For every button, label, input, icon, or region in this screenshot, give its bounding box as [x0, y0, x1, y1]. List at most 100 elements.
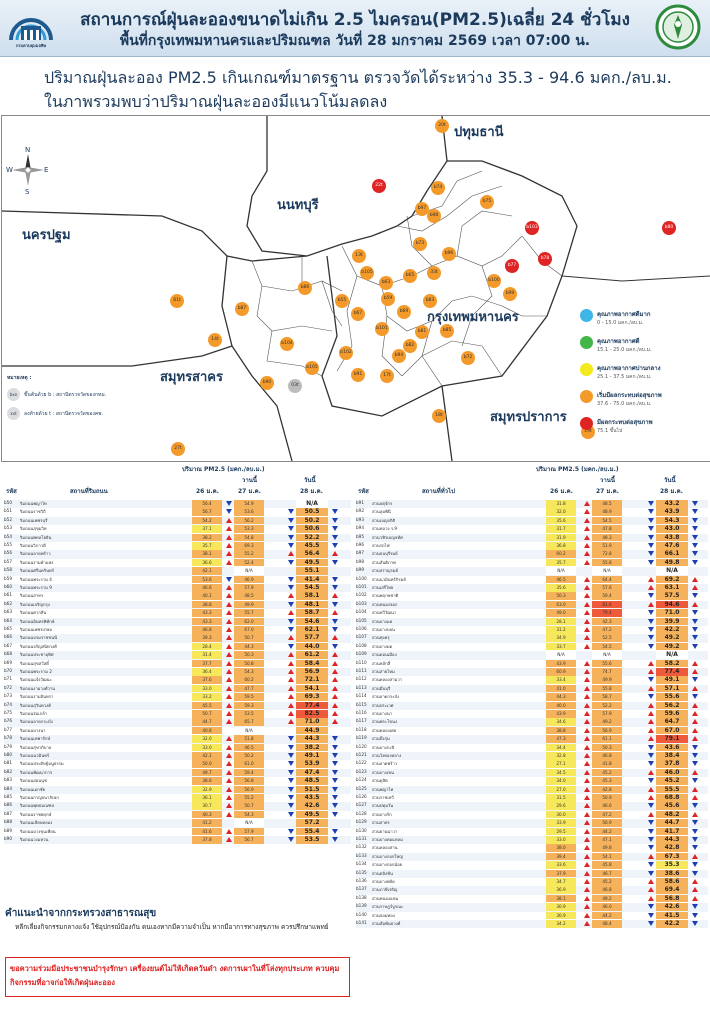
value-28: 43.8	[656, 533, 688, 542]
compass-w: W	[6, 166, 13, 174]
trend-down-icon	[332, 559, 338, 565]
table-row: b117 สวนพระโขนง 34.6 49.2 64.7	[356, 718, 708, 727]
value-27: 61.0	[234, 760, 264, 768]
value-26: 46.5	[546, 575, 576, 584]
trend-down-icon	[648, 534, 654, 540]
value-27: 72.8	[592, 550, 622, 558]
trend-down-icon	[332, 627, 338, 632]
value-27: 50.9	[592, 794, 622, 802]
trend-down-icon	[288, 753, 294, 758]
value-28: 44.0	[296, 642, 328, 651]
table-row: b79 ริมถนนสุขาภิบาล 33.0 46.5 38.2	[4, 743, 351, 752]
trend-down-icon	[692, 627, 698, 632]
trend-up-icon	[226, 534, 232, 540]
value-27: 45.2	[592, 878, 622, 886]
value-28: 43.5	[296, 794, 328, 802]
trend-up-icon	[584, 744, 590, 750]
value-26: 32.0	[192, 735, 222, 743]
station-code: b126	[356, 794, 367, 799]
value-26: 28.4	[192, 642, 222, 651]
trend-up-icon	[584, 610, 590, 616]
station-code: b121	[356, 752, 367, 757]
aqi-legend-item: เริ่มมีผลกระทบต่อสุขภาพ 37.6 - 75.0 มคก./…	[580, 390, 708, 408]
trend-down-icon	[648, 828, 654, 834]
trend-down-icon	[692, 635, 698, 641]
value-26: 38.8	[546, 726, 576, 735]
station-code: b132	[356, 844, 367, 850]
station-name: ริมถนนรามอินทรา	[20, 694, 54, 700]
table-row: b87 ริมถนนราชพฤกษ์ 40.3 54.3 49.5	[4, 810, 351, 820]
trend-up-icon	[226, 828, 232, 834]
value-27: 81.6	[592, 600, 622, 609]
trend-up-icon	[584, 601, 590, 607]
value-26: 34.7	[546, 878, 576, 886]
value-27: 79.4	[592, 609, 622, 617]
value-28: 54.5	[296, 584, 328, 592]
trend-up-icon	[226, 744, 232, 750]
trend-down-icon	[692, 543, 698, 548]
table-row: b119 สวนบึงกุ่ม 47.3 61.1 79.1	[356, 735, 708, 744]
trend-down-icon	[332, 753, 338, 758]
trend-down-icon	[692, 845, 698, 851]
value-26: 38.6	[192, 777, 222, 785]
value-27: 47.1	[592, 836, 622, 844]
value-26: 54.2	[192, 516, 222, 525]
aqi-level-label: คุณภาพอากาศดี	[597, 338, 640, 345]
aqi-level-label: มีผลกระทบต่อสุขภาพ	[597, 419, 653, 426]
value-28: 50.6	[296, 525, 328, 533]
trend-down-icon	[288, 618, 294, 624]
station-name: สวนบางบอน	[372, 627, 395, 632]
trend-up-icon	[692, 702, 698, 708]
table-row: b130 สวนยานนาวา 29.5 44.2 41.7	[356, 827, 708, 836]
station-code: b129	[356, 819, 367, 825]
table-row: b109 สวนดอนเมือง N/A N/A N/A	[356, 651, 708, 660]
yesterday-header: วานนี้	[600, 477, 615, 484]
trend-up-icon	[584, 526, 590, 532]
value-28: 77.4	[656, 668, 688, 676]
station-code: b116	[356, 710, 367, 715]
table-row: b80 ริมถนนนวมินทร์ 42.1 50.2 49.1	[4, 752, 351, 761]
station-name: ริมถนนตากสิน	[20, 610, 47, 616]
value-27: 52.4	[234, 558, 264, 567]
value-26: 33.2	[192, 693, 222, 701]
station-code: b100	[356, 575, 367, 581]
trend-down-icon	[648, 870, 654, 876]
trend-down-icon	[648, 559, 654, 565]
station-marker-22t: 22t	[372, 179, 386, 193]
station-code: b81	[4, 760, 12, 766]
pcd-logo-caption: กรมควบคุมมลพิษ	[15, 43, 47, 48]
station-name: สวนเสรีไทย	[372, 585, 394, 590]
table-row: b55 ริมถนนวิภาวดี 35.7 69.3 45.5	[4, 542, 351, 551]
value-27: N/A	[592, 567, 622, 575]
trend-up-icon	[584, 895, 590, 901]
trend-up-icon	[584, 870, 590, 876]
trend-down-icon	[692, 778, 698, 784]
table-row: b78 ริมถนนเทพารักษ์ 32.0 51.8 44.3	[4, 735, 351, 744]
station-marker-20t: 20t	[435, 119, 449, 133]
table-row: b76 ริมถนนลาดกระบัง 44.7 65.7 71.0	[4, 718, 351, 727]
aqi-level-range: 75.1 ขึ้นไป	[597, 428, 623, 434]
table-row: b127 สวนปทุมวัน 29.6 46.6 45.6	[356, 802, 708, 811]
today-header: วันนี้	[304, 477, 316, 484]
yesterday-header: วานนี้	[242, 477, 257, 484]
station-code: b118	[356, 726, 367, 732]
station-code: b120	[356, 743, 367, 749]
station-code: b58	[4, 567, 12, 573]
trend-up-icon	[584, 719, 590, 725]
table-row: b75 ริมถนนร่มเกล้า 50.7 53.5 82.5	[4, 710, 351, 719]
value-27: 57.6	[592, 584, 622, 592]
value-28: 57.1	[656, 684, 688, 693]
value-27: 49.9	[234, 600, 264, 609]
trend-down-icon	[332, 828, 338, 834]
station-marker-03t: 03t	[288, 379, 302, 393]
trend-up-icon	[288, 652, 294, 658]
trend-up-icon	[584, 786, 590, 792]
value-27: 54.5	[592, 516, 622, 525]
map-note-pcd: ลงท้ายด้วย t : สถานีตรวจวัดของคพ.	[24, 410, 104, 417]
value-28: 43.2	[656, 500, 688, 508]
place-header: สถานที่ทั่วไป	[422, 488, 455, 495]
station-name: สวนสาทร	[372, 820, 390, 826]
station-code: b77	[4, 726, 12, 732]
trend-down-icon	[288, 517, 294, 523]
station-code: b57	[4, 558, 12, 564]
